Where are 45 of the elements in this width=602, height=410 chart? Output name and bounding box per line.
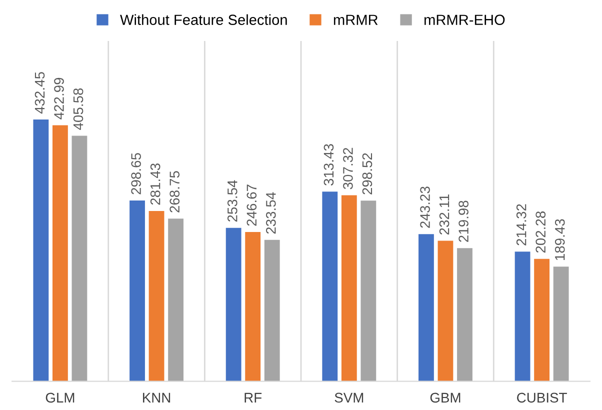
data-label: 243.23 [420, 186, 430, 228]
bar [226, 228, 242, 382]
data-label: 298.52 [362, 153, 372, 194]
bar [264, 240, 280, 382]
bar [514, 252, 530, 382]
data-label: 233.54 [266, 192, 276, 234]
bar [553, 266, 569, 382]
bar [33, 120, 49, 382]
x-tick-label: KNN [142, 392, 170, 402]
data-label: 268.75 [170, 171, 180, 212]
bar [148, 210, 164, 382]
bar [72, 136, 88, 382]
bar [245, 232, 261, 382]
bar [534, 258, 550, 382]
bar [438, 240, 454, 382]
data-label: 313.43 [324, 144, 334, 186]
bar [322, 192, 338, 382]
data-label: 422.99 [54, 78, 64, 120]
data-label: 232.11 [439, 194, 450, 235]
x-tick-label: RF [244, 392, 262, 402]
data-label: 298.65 [131, 153, 141, 194]
x-tick-label: GLM [46, 392, 74, 403]
legend-label: mRMR [334, 14, 378, 25]
data-label: 246.67 [246, 184, 257, 226]
data-label: 253.54 [227, 180, 238, 222]
data-label: 432.45 [34, 72, 45, 114]
data-label: 189.43 [554, 219, 565, 260]
x-tick-label: CUBIST [517, 392, 567, 403]
data-label: 307.32 [343, 148, 353, 190]
bar [457, 248, 472, 382]
data-label: 219.98 [458, 200, 468, 242]
legend-label: mRMR-EHO [424, 14, 505, 25]
bar [168, 218, 184, 382]
bar [418, 234, 434, 382]
data-label: 405.58 [73, 88, 84, 130]
bar [341, 195, 357, 382]
bar [360, 200, 376, 382]
bar [130, 200, 145, 382]
x-tick-label: GBM [430, 392, 460, 403]
x-tick-label: SVM [334, 392, 364, 403]
data-label: 214.32 [516, 204, 526, 246]
bar [52, 125, 68, 382]
data-label: 202.28 [536, 211, 546, 253]
data-label: 281.43 [150, 164, 160, 205]
legend-label: Without Feature Selection [120, 14, 287, 25]
